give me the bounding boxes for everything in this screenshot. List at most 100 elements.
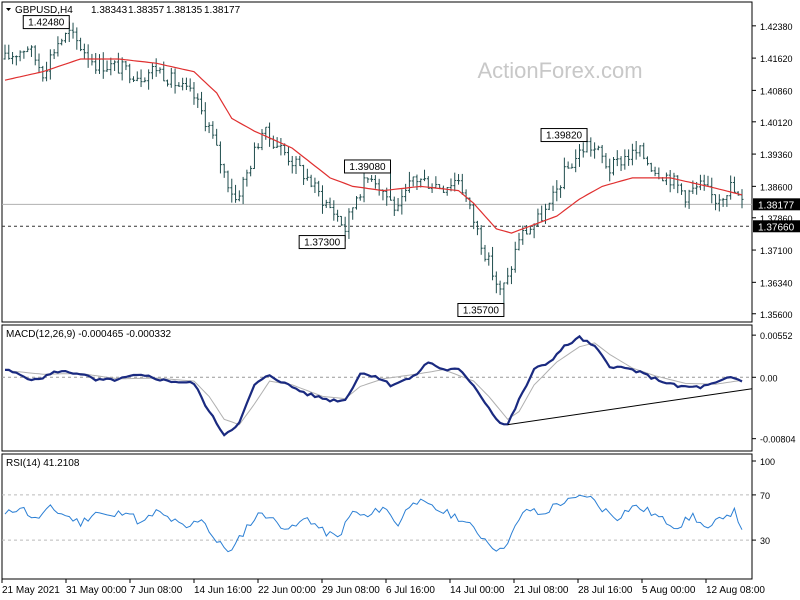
price-annotation: 1.35700 <box>457 303 505 318</box>
price-bar <box>124 60 128 71</box>
price-bar <box>491 246 495 281</box>
price-bar <box>453 172 457 192</box>
price-bar <box>407 171 411 193</box>
price-bar <box>506 267 510 285</box>
price-bar <box>729 175 733 200</box>
price-bar <box>173 68 177 94</box>
price-bar <box>732 176 736 193</box>
macd-tick-label: -0.00804 <box>760 435 796 445</box>
price-bar <box>577 144 581 167</box>
time-tick-label: 7 Jun 08:00 <box>130 585 183 596</box>
price-bar <box>14 55 18 66</box>
price-bar <box>702 174 706 191</box>
macd-tick-label: 0.00 <box>760 373 778 383</box>
price-bar <box>611 156 615 176</box>
price-bar <box>581 142 585 158</box>
time-tick-label: 12 Aug 08:00 <box>706 585 765 596</box>
price-bar <box>714 194 718 211</box>
price-bar <box>22 50 26 59</box>
price-bar <box>29 45 33 57</box>
price-tick-label: 1.37860 <box>760 214 793 224</box>
time-tick-label: 6 Jul 16:00 <box>386 585 435 596</box>
price-bar <box>687 189 691 209</box>
price-bar <box>132 76 136 83</box>
price-bar <box>143 77 147 83</box>
price-bar <box>457 174 461 185</box>
price-bar <box>211 121 215 139</box>
price-tick-label: 1.38600 <box>760 182 793 192</box>
svg-text:1.42480: 1.42480 <box>28 18 65 29</box>
price-bar <box>63 32 67 43</box>
price-bar <box>698 174 702 191</box>
price-annotation: 1.39080 <box>344 159 392 174</box>
price-bar <box>627 149 631 166</box>
price-y-axis: 1.42380 1.41620 1.40860 1.40120 1.39360 1.386… <box>752 22 793 320</box>
price-bar <box>290 155 294 174</box>
price-bar <box>279 138 283 156</box>
collapse-triangle-icon <box>6 8 11 11</box>
macd-signal-line <box>4 342 743 426</box>
rsi-y-axis: 100 70 30 <box>752 457 775 546</box>
price-bar <box>525 225 529 235</box>
price-bar <box>200 91 204 115</box>
price-bar <box>192 82 196 105</box>
price-bar <box>392 196 396 216</box>
price-bar <box>615 150 619 167</box>
price-bar <box>226 170 230 193</box>
macd-trendline <box>507 388 753 426</box>
time-tick-label: 22 Jun 00:00 <box>258 585 316 596</box>
macd-label: MACD(12,26,9) -0.000465 -0.000332 <box>6 329 172 340</box>
price-annotations: 1.42480 1.37300 1.39080 1.35700 1.39820 <box>22 15 588 318</box>
price-bars <box>3 21 744 310</box>
svg-text:1.37660: 1.37660 <box>758 222 795 233</box>
price-bar <box>415 174 419 190</box>
price-bar <box>358 194 362 201</box>
time-tick-label: 14 Jul 00:00 <box>450 585 505 596</box>
time-tick-label: 31 May 00:00 <box>66 585 127 596</box>
price-bar <box>328 197 332 209</box>
price-bar <box>646 156 650 166</box>
macd-panel: MACD(12,26,9) -0.000465 -0.000332 0.0055… <box>1 324 796 452</box>
price-bar <box>33 45 37 66</box>
rsi-level-lines <box>2 494 752 541</box>
price-bar <box>207 122 211 134</box>
price-bar <box>472 203 476 230</box>
price-bar <box>725 195 729 207</box>
rsi-panel: RSI(14) 41.2108 100 70 30 <box>1 453 775 580</box>
time-tick-label: 29 Jun 08:00 <box>322 585 380 596</box>
price-bar <box>298 155 302 167</box>
price-bar <box>638 145 642 157</box>
price-bar <box>642 142 646 160</box>
price-bar <box>41 65 45 82</box>
price-bar <box>203 102 207 132</box>
price-bar <box>351 207 355 220</box>
price-bar <box>105 60 109 72</box>
price-bar <box>188 78 192 92</box>
price-tick-label: 1.41620 <box>760 54 793 64</box>
price-bar <box>517 232 521 251</box>
price-bar <box>94 52 98 74</box>
price-bar <box>230 178 234 203</box>
price-bar <box>710 177 714 204</box>
price-bar <box>305 168 309 181</box>
price-bar <box>555 180 559 202</box>
price-bar <box>547 202 551 211</box>
price-bar <box>596 145 600 151</box>
price-tick-label: 1.37100 <box>760 246 793 256</box>
price-bar <box>570 163 574 169</box>
price-bar <box>460 173 464 195</box>
price-bar <box>218 141 222 174</box>
price-tick-label: 1.40120 <box>760 118 793 128</box>
rsi-line <box>4 494 743 553</box>
rsi-label: RSI(14) 41.2108 <box>6 458 80 469</box>
time-tick-label: 28 Jul 16:00 <box>578 585 633 596</box>
price-bar <box>528 226 532 235</box>
price-bar <box>169 67 173 88</box>
price-bar <box>196 93 200 108</box>
price-annotation: 1.39820 <box>540 128 588 143</box>
price-bar <box>400 189 404 215</box>
price-bar <box>313 177 317 194</box>
price-bar <box>445 187 449 196</box>
price-tick-label: 1.40860 <box>760 86 793 96</box>
price-bar <box>680 183 684 195</box>
